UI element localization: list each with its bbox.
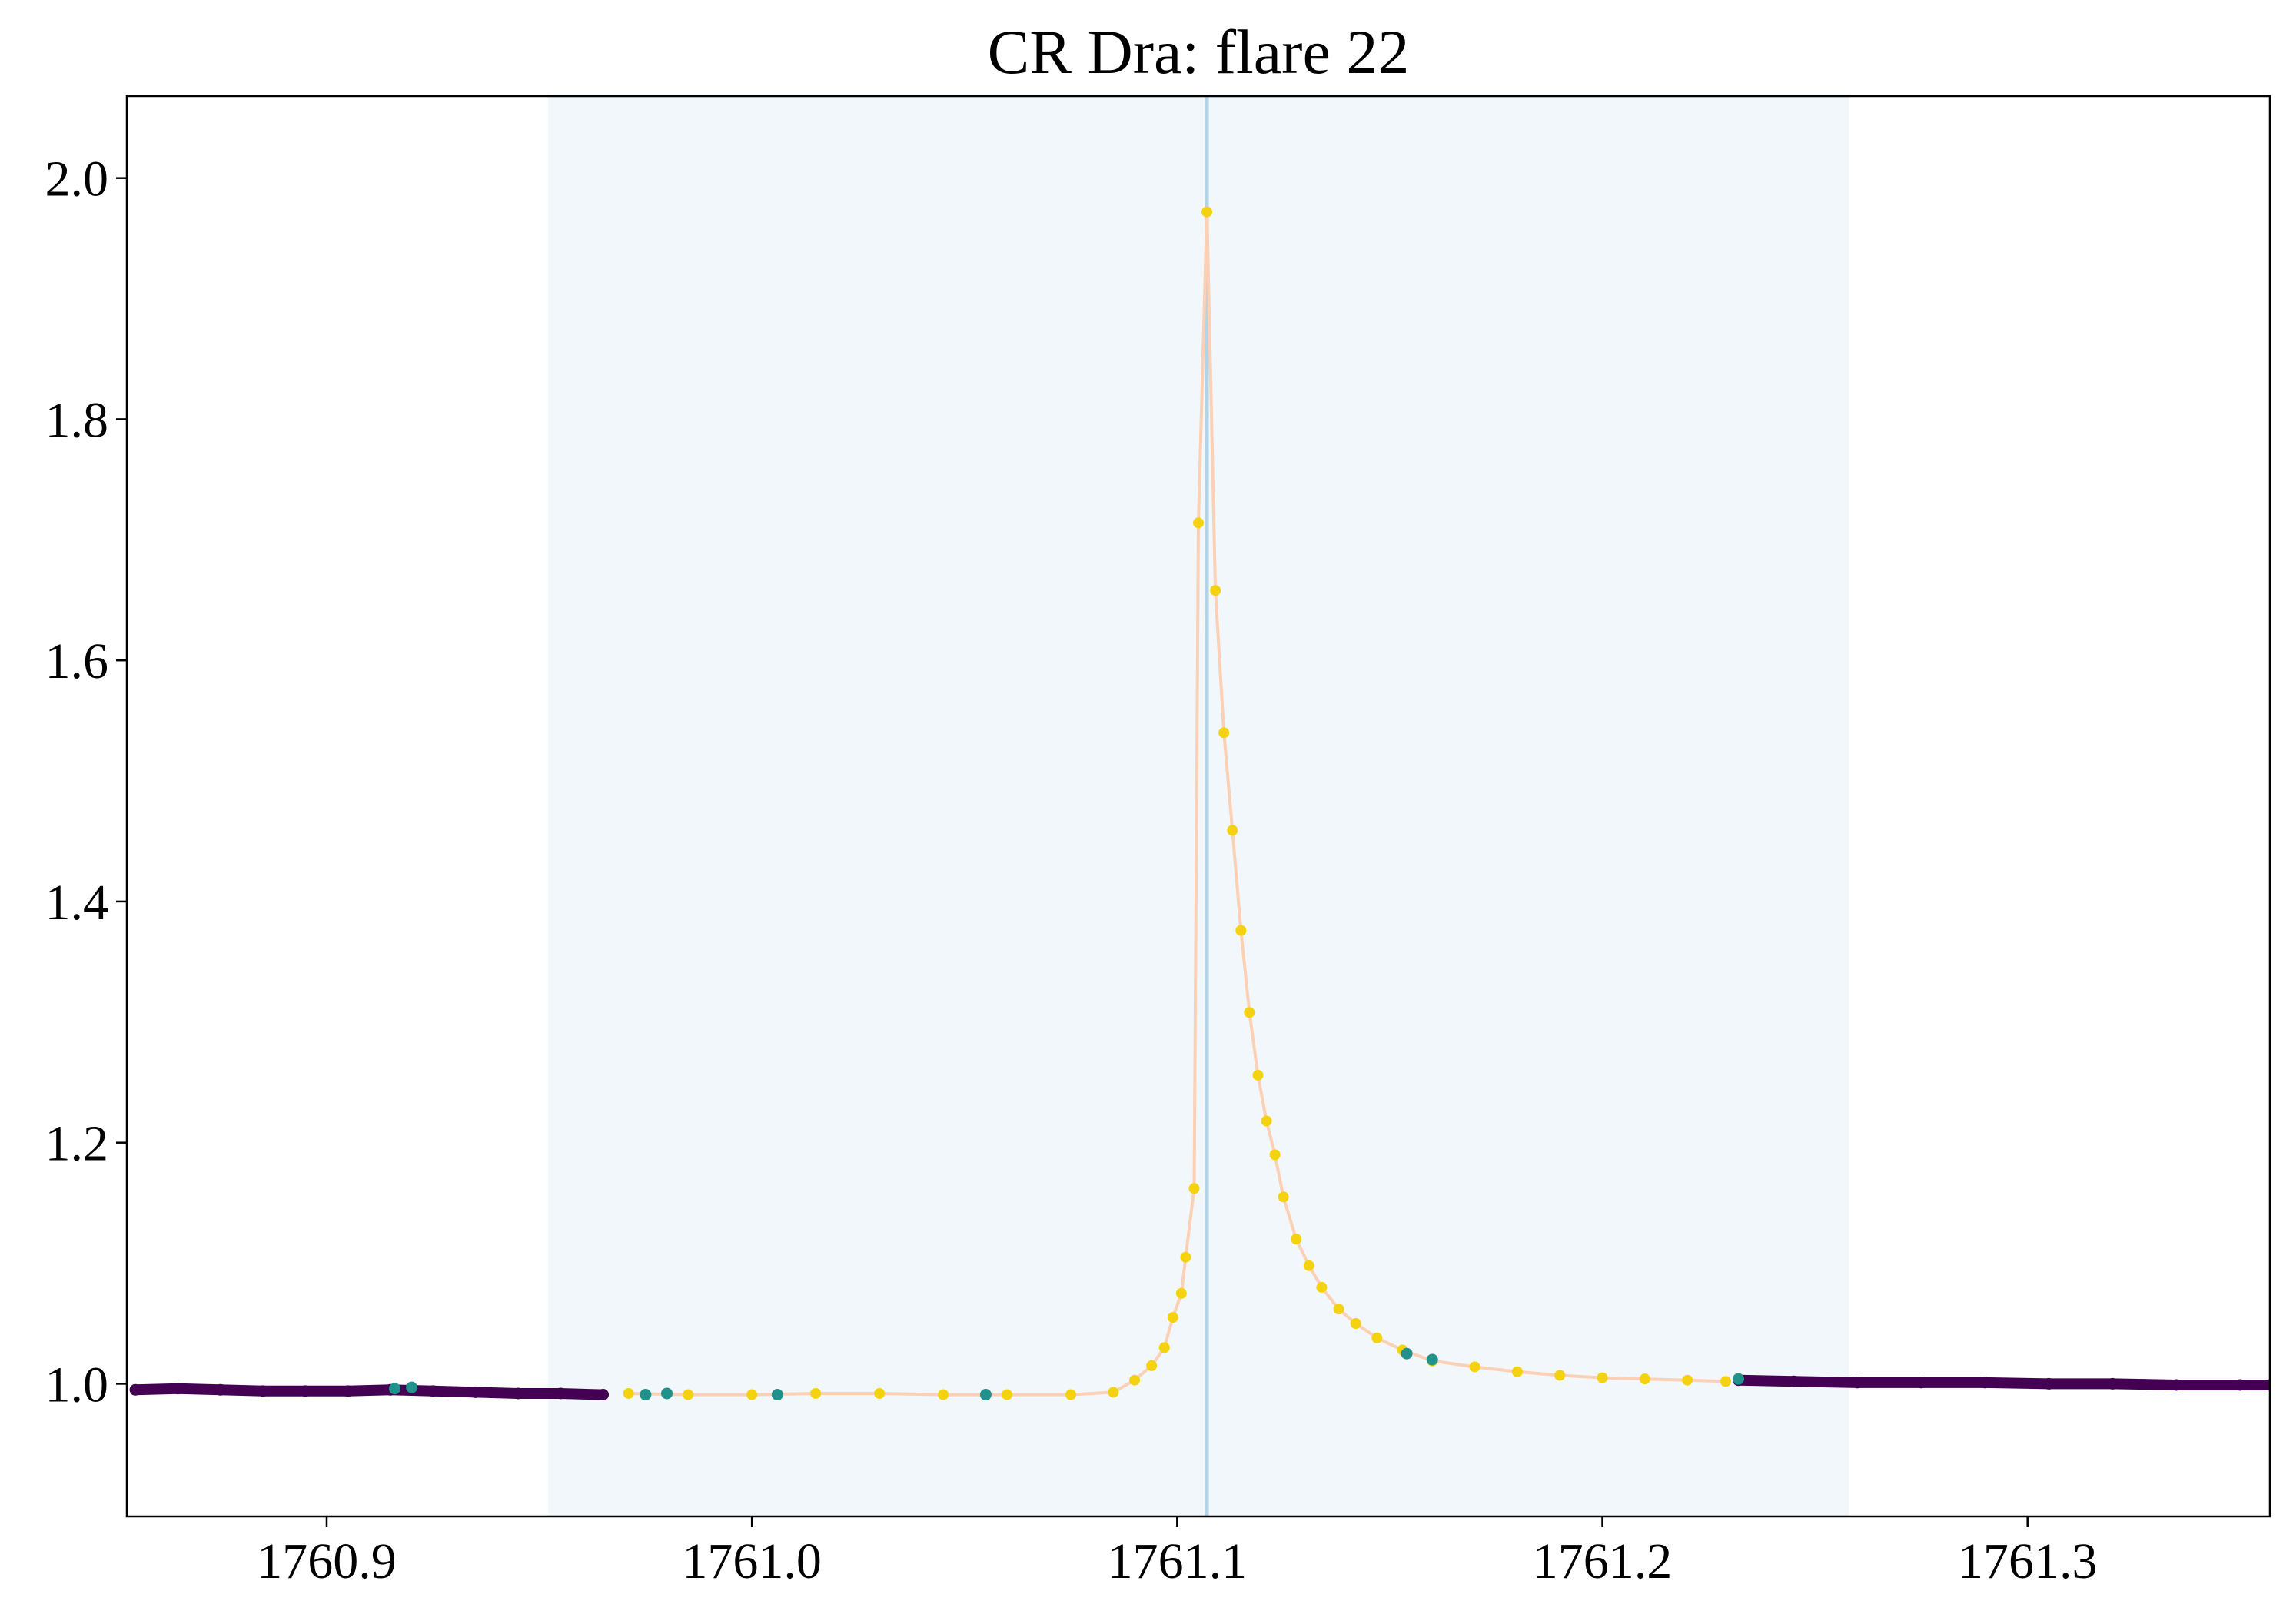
flare-point <box>810 1387 822 1399</box>
quiescent-point <box>171 1383 184 1395</box>
y-tick-label: 1.0 <box>45 1357 109 1413</box>
quiescent-point <box>2042 1377 2055 1390</box>
flagged-point <box>389 1383 400 1395</box>
flare-point <box>1002 1389 1013 1400</box>
x-tick-label: 1761.1 <box>1108 1533 1248 1589</box>
flagged-point <box>406 1381 418 1393</box>
y-tick-label: 1.4 <box>45 875 109 931</box>
axis-ticks: 1760.9 1761.0 1761.1 1761.2 1761.3 1.0 1.2 1.4 1… <box>45 151 2098 1589</box>
flare-point <box>1210 585 1221 596</box>
flare-point <box>1129 1374 1141 1386</box>
chart-title: CR Dra: flare 22 <box>988 17 1410 87</box>
flare-point <box>1218 727 1230 739</box>
flare-point <box>1244 1007 1255 1018</box>
flare-point <box>683 1389 694 1400</box>
flare-point <box>1303 1260 1314 1271</box>
plot-area <box>129 96 2270 1516</box>
flare-point <box>1065 1389 1077 1400</box>
flagged-point <box>771 1389 783 1401</box>
quiescent-point <box>470 1386 482 1398</box>
flagged-point <box>1426 1353 1438 1366</box>
quiescent-point <box>2264 1379 2270 1391</box>
flare-point <box>1597 1372 1608 1383</box>
flare-point <box>1511 1366 1523 1377</box>
quiescent-point <box>1979 1377 1991 1389</box>
flare-point <box>1316 1281 1328 1293</box>
quiescent-point <box>129 1383 141 1396</box>
x-tick-label: 1760.9 <box>257 1533 397 1589</box>
flare-point <box>1261 1115 1272 1127</box>
flare-point <box>1193 517 1204 529</box>
quiescent-point <box>1851 1377 1863 1389</box>
flagged-point <box>1401 1347 1413 1360</box>
flare-point <box>1201 206 1213 218</box>
quiescent-point <box>427 1385 439 1397</box>
flare-point <box>1158 1342 1170 1353</box>
quiescent-point <box>597 1389 610 1401</box>
flare-point <box>1469 1361 1480 1373</box>
flare-point <box>1252 1069 1264 1081</box>
flare-point <box>1554 1370 1566 1381</box>
flare-point <box>1188 1183 1200 1194</box>
quiescent-point <box>2234 1379 2246 1391</box>
quiescent-band-0 <box>130 1383 609 1400</box>
flagged-point <box>1733 1373 1745 1385</box>
quiescent-point <box>299 1385 311 1397</box>
flare-point <box>623 1387 634 1399</box>
quiescent-point <box>2170 1379 2182 1391</box>
quiescent-point <box>342 1385 354 1397</box>
x-tick-label: 1761.3 <box>1958 1533 2098 1589</box>
quiescent-point <box>554 1387 567 1400</box>
quiescent-point <box>512 1387 524 1400</box>
quiescent-point <box>1915 1377 1927 1389</box>
flagged-point <box>979 1389 992 1401</box>
flare-point <box>1371 1332 1383 1343</box>
flare-point <box>874 1387 886 1399</box>
flare-point <box>1180 1251 1191 1263</box>
y-tick-label: 1.8 <box>45 392 109 448</box>
flare-point <box>1235 925 1247 936</box>
quiescent-band-1 <box>1733 1374 2270 1390</box>
flare-point <box>1269 1149 1281 1161</box>
flare-point <box>1167 1312 1178 1323</box>
flare-point <box>1227 825 1238 836</box>
flare-point <box>938 1389 949 1400</box>
flare-point <box>1278 1191 1289 1203</box>
y-tick-label: 1.6 <box>45 633 109 689</box>
quiescent-point <box>1787 1375 1800 1387</box>
flare-point <box>1720 1376 1731 1387</box>
flare-point <box>1108 1387 1119 1398</box>
flare-model-line <box>628 211 1726 1397</box>
flare-point <box>1682 1374 1693 1386</box>
flare-point <box>1639 1373 1650 1385</box>
flare-point <box>1291 1234 1302 1245</box>
flare-point <box>1175 1287 1187 1299</box>
flare-point <box>1350 1317 1361 1329</box>
flagged-point <box>661 1387 673 1400</box>
flagged-point <box>640 1389 652 1401</box>
quiescent-point <box>257 1385 269 1397</box>
flare-region-shade <box>547 96 1849 1516</box>
flare-point <box>1146 1360 1158 1371</box>
axes-frame <box>125 95 2271 1518</box>
flare-point <box>1333 1304 1344 1315</box>
y-tick-label: 2.0 <box>45 151 109 208</box>
quiescent-point <box>214 1383 227 1396</box>
quiescent-point <box>2106 1377 2119 1390</box>
x-tick-label: 1761.0 <box>682 1533 822 1589</box>
y-tick-label: 1.2 <box>45 1116 109 1172</box>
flare-point <box>746 1389 758 1400</box>
x-tick-label: 1761.2 <box>1533 1533 1673 1589</box>
